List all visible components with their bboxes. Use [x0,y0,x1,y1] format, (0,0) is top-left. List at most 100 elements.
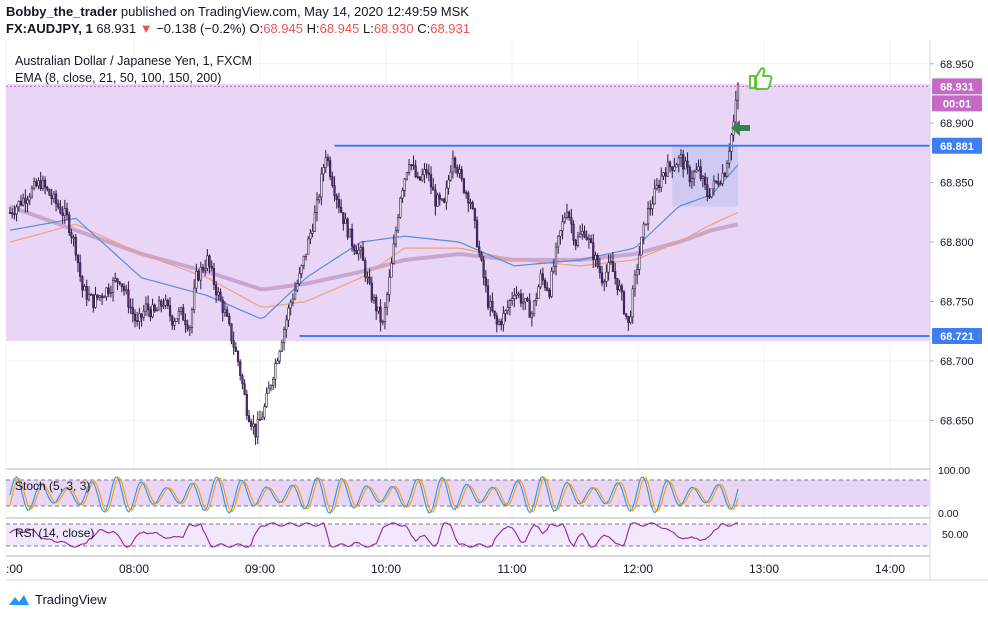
candle-body [379,306,382,323]
candle-body [33,181,36,189]
candle-body [552,265,555,272]
candle-body [346,218,349,238]
candle-body [57,203,60,208]
candle-body [269,385,273,389]
candle-body [706,184,709,197]
price-tick-label: 68.900 [940,118,974,130]
candle-body [594,255,597,260]
candle-body [179,307,183,312]
candle-body [133,313,137,321]
candle-body [151,304,154,318]
candle-body [443,198,446,203]
candle-body [539,273,542,288]
rsi-tick-50: 50.00 [942,529,968,541]
candle-body [719,183,722,185]
candle-body [614,271,617,279]
candle-body [221,299,224,313]
candle-body [484,277,487,287]
candle-body [664,172,667,177]
candle-body [201,267,205,271]
candle-body [473,208,476,221]
time-tick-label: 08:00 [119,562,149,576]
candle-body [368,276,371,284]
candle-body [8,212,12,214]
candle-body [550,270,553,297]
candle-body [616,278,619,291]
candle-body [618,285,621,291]
candle-body [611,261,615,272]
candle-body [456,167,459,174]
candle-body [383,307,387,322]
published-text: published on TradingView.com, May 14, 20… [117,4,469,19]
high-value: 68.945 [319,21,360,36]
candle-body [215,284,218,296]
price-scale[interactable]: 68.950 68.900 68.850 68.800 68.750 68.700 68.6… [930,59,974,428]
candle-body [679,154,683,159]
candle-body [723,173,726,177]
time-axis[interactable]: :00 08:00 09:00 10:00 11:00 12:00 13:00 14:00 [6,562,905,576]
candle-body [98,295,102,298]
candle-body [311,230,314,234]
tradingview-logo-icon [9,594,29,605]
candle-body [392,243,395,264]
candle-body [557,235,560,248]
candle-body [61,212,64,216]
candle-body [504,310,507,314]
candle-body [195,271,198,289]
price-tick-label: 68.700 [940,356,974,368]
candle-body [223,309,226,313]
candles [8,82,740,446]
candle-body [188,327,191,330]
candle-body [508,300,512,308]
candle-body [217,291,220,296]
price-tick-label: 68.950 [940,59,974,71]
candle-body [138,313,141,322]
candle-body [585,236,588,240]
candle-body [331,176,334,186]
candle-body [386,294,389,308]
candle-body [603,281,606,284]
candle-body [526,298,529,302]
candle-body [254,423,257,438]
time-tick-label: 10:00 [371,562,401,576]
candle-body [186,324,189,330]
candle-body [359,247,362,251]
candle-body [81,276,84,291]
candle-body [646,208,650,225]
candle-body [59,206,62,214]
candle-body [489,301,492,308]
candle-body [11,212,14,215]
resistance-badge-bg [932,137,982,154]
candle-body [388,276,391,296]
candle-body [37,180,40,187]
candle-body [313,212,316,232]
time-tick-label: 11:00 [497,562,526,576]
candle-body [506,307,509,312]
candle-body [416,176,419,179]
candle-body [497,321,501,325]
time-tick-label: :00 [6,562,23,576]
last-price-badge-bg [932,78,982,95]
candle-body [372,297,376,301]
rsi-band [6,524,930,546]
candle-body [13,213,16,216]
candle-body [193,287,196,310]
candle-body [357,249,360,255]
stoch-lines [9,476,739,514]
candle-body [136,320,139,322]
candle-body [565,211,569,218]
candle-body [543,279,547,288]
candle-body [662,172,665,177]
candle-body [272,378,275,386]
candle-body [524,298,527,303]
candle-body [361,247,365,261]
candle-body [708,196,711,198]
footer-brand[interactable]: TradingView [35,592,107,607]
candle-body [247,415,251,422]
time-tick-label: 12:00 [623,562,653,576]
author-name[interactable]: Bobby_the_trader [6,4,118,19]
time-tick-label: 13:00 [749,562,779,576]
candle-body [197,271,200,281]
legend-ema: EMA (8, close, 21, 50, 100, 150, 200) [15,71,221,85]
